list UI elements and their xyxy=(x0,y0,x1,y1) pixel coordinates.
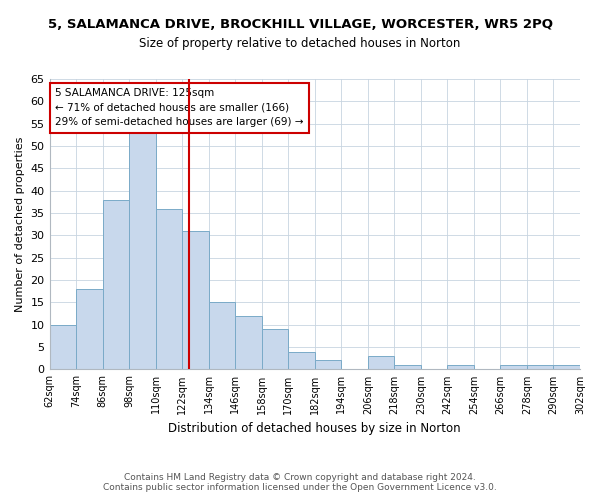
Bar xyxy=(129,132,155,370)
Bar xyxy=(155,208,182,370)
Bar xyxy=(50,324,76,370)
Bar xyxy=(103,200,129,370)
Bar xyxy=(448,365,474,370)
X-axis label: Distribution of detached houses by size in Norton: Distribution of detached houses by size … xyxy=(169,422,461,435)
Bar xyxy=(235,316,262,370)
Bar xyxy=(394,365,421,370)
Bar xyxy=(76,289,103,370)
Bar xyxy=(527,365,553,370)
Text: Contains HM Land Registry data © Crown copyright and database right 2024.
Contai: Contains HM Land Registry data © Crown c… xyxy=(103,473,497,492)
Bar xyxy=(209,302,235,370)
Bar xyxy=(262,329,288,370)
Bar xyxy=(288,352,315,370)
Bar xyxy=(182,231,209,370)
Bar xyxy=(315,360,341,370)
Text: Size of property relative to detached houses in Norton: Size of property relative to detached ho… xyxy=(139,38,461,51)
Bar xyxy=(553,365,580,370)
Y-axis label: Number of detached properties: Number of detached properties xyxy=(15,136,25,312)
Bar xyxy=(368,356,394,370)
Text: 5, SALAMANCA DRIVE, BROCKHILL VILLAGE, WORCESTER, WR5 2PQ: 5, SALAMANCA DRIVE, BROCKHILL VILLAGE, W… xyxy=(47,18,553,30)
Bar xyxy=(500,365,527,370)
Text: 5 SALAMANCA DRIVE: 125sqm
← 71% of detached houses are smaller (166)
29% of semi: 5 SALAMANCA DRIVE: 125sqm ← 71% of detac… xyxy=(55,88,304,128)
